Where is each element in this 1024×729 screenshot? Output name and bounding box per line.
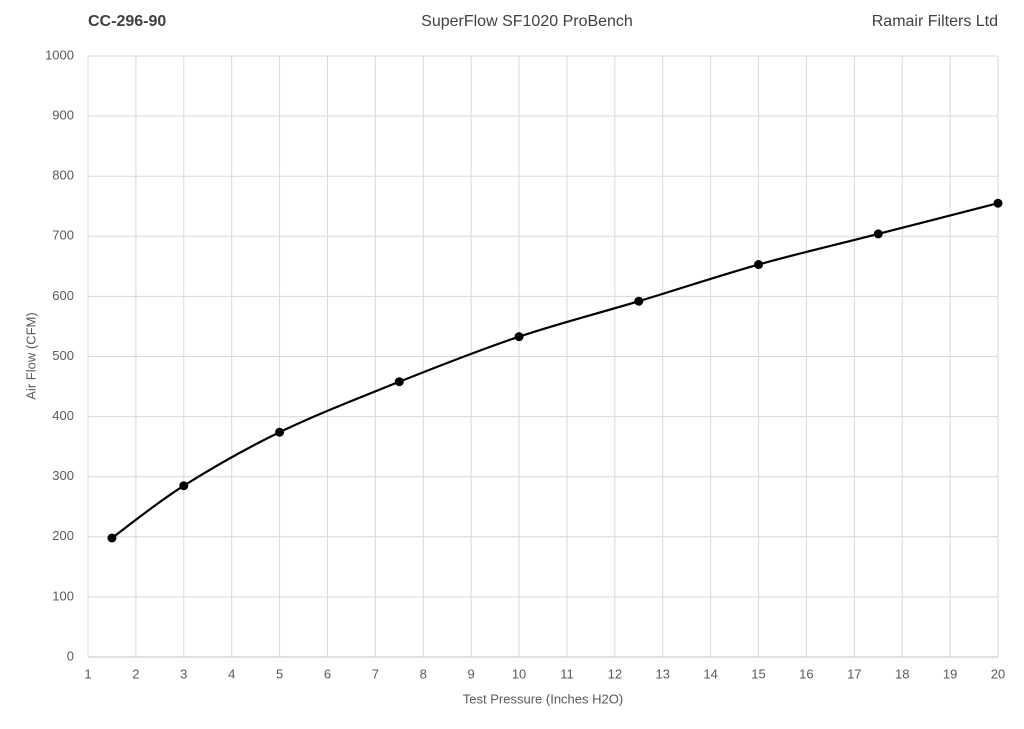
marker	[394, 377, 404, 387]
marker	[107, 533, 117, 543]
y-tick-label: 700	[52, 228, 74, 243]
y-tick-label: 1000	[45, 47, 74, 62]
x-tick-label: 14	[703, 666, 717, 681]
x-tick-label: 12	[608, 666, 622, 681]
x-tick-label: 2	[132, 666, 139, 681]
x-tick-label: 10	[512, 666, 526, 681]
x-tick-label: 8	[420, 666, 427, 681]
y-tick-label: 0	[67, 648, 74, 663]
x-tick-label: 3	[180, 666, 187, 681]
x-tick-label: 7	[372, 666, 379, 681]
x-tick-label: 13	[656, 666, 670, 681]
x-tick-label: 5	[276, 666, 283, 681]
x-tick-label: 20	[991, 666, 1005, 681]
x-tick-label: 18	[895, 666, 909, 681]
chart-company: Ramair Filters Ltd	[872, 13, 998, 30]
y-tick-label: 500	[52, 348, 74, 363]
x-tick-label: 15	[751, 666, 765, 681]
x-tick-label: 4	[228, 666, 235, 681]
x-tick-label: 19	[943, 666, 957, 681]
x-tick-label: 6	[324, 666, 331, 681]
x-tick-label: 1	[84, 666, 91, 681]
y-axis-title: Air Flow (CFM)	[23, 312, 38, 399]
y-tick-label: 900	[52, 108, 74, 123]
x-axis-title: Test Pressure (Inches H2O)	[463, 691, 623, 706]
marker	[275, 427, 285, 437]
line	[111, 202, 999, 539]
x-tick-label: 17	[847, 666, 861, 681]
x-tick-label: 9	[468, 666, 475, 681]
marker	[754, 260, 764, 270]
y-tick-label: 200	[52, 528, 74, 543]
y-tick-label: 300	[52, 468, 74, 483]
y-tick-label: 600	[52, 288, 74, 303]
chart-id: CC-296-90	[88, 13, 166, 30]
x-tick-label: 11	[560, 666, 574, 681]
marker	[634, 296, 644, 306]
y-tick-label: 400	[52, 408, 74, 423]
marker	[873, 229, 883, 239]
x-tick-label: 16	[799, 666, 813, 681]
marker	[514, 332, 524, 342]
marker	[179, 481, 189, 491]
chart-title: SuperFlow SF1020 ProBench	[421, 13, 633, 30]
y-tick-label: 800	[52, 168, 74, 183]
y-tick-label: 100	[52, 588, 74, 603]
marker	[993, 198, 1003, 208]
